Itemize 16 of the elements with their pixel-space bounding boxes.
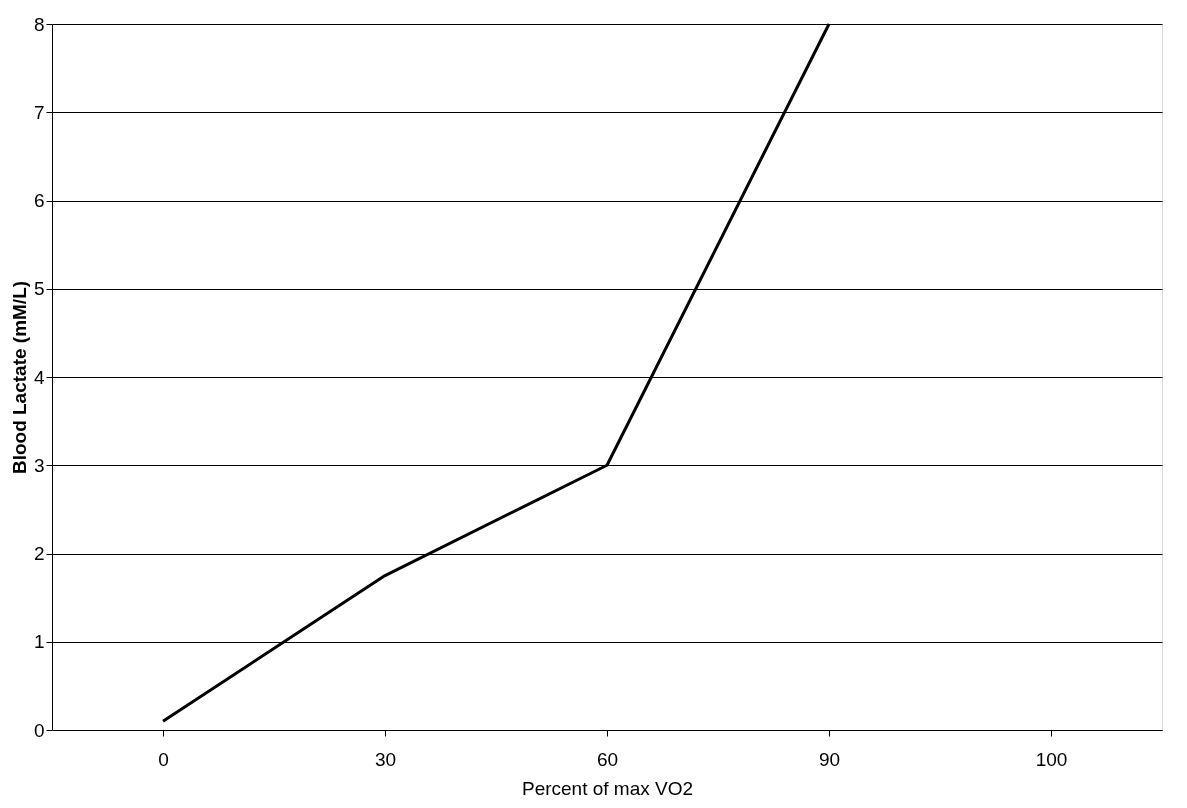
y-tick-label: 1 [33, 631, 45, 653]
x-tick-label: 30 [374, 748, 397, 770]
y-tick-label: 6 [33, 190, 45, 211]
y-tick-label: 2 [33, 543, 45, 564]
y-axis-title: Blood Lactate (mM/L) [8, 280, 30, 475]
x-tick-label: 60 [596, 748, 619, 770]
y-tick-label: 3 [33, 454, 45, 476]
y-tick-label: 0 [33, 719, 45, 741]
y-tick-label: 4 [33, 366, 45, 388]
y-tick-label: 7 [33, 101, 45, 123]
x-tick-label: 100 [1035, 748, 1068, 770]
x-tick-label: 0 [158, 748, 169, 770]
y-tick-label: 5 [33, 278, 45, 300]
x-tick-label: 90 [818, 748, 841, 770]
y-tick-label: 8 [33, 13, 45, 35]
x-axis-title: Percent of max VO2 [521, 777, 694, 799]
